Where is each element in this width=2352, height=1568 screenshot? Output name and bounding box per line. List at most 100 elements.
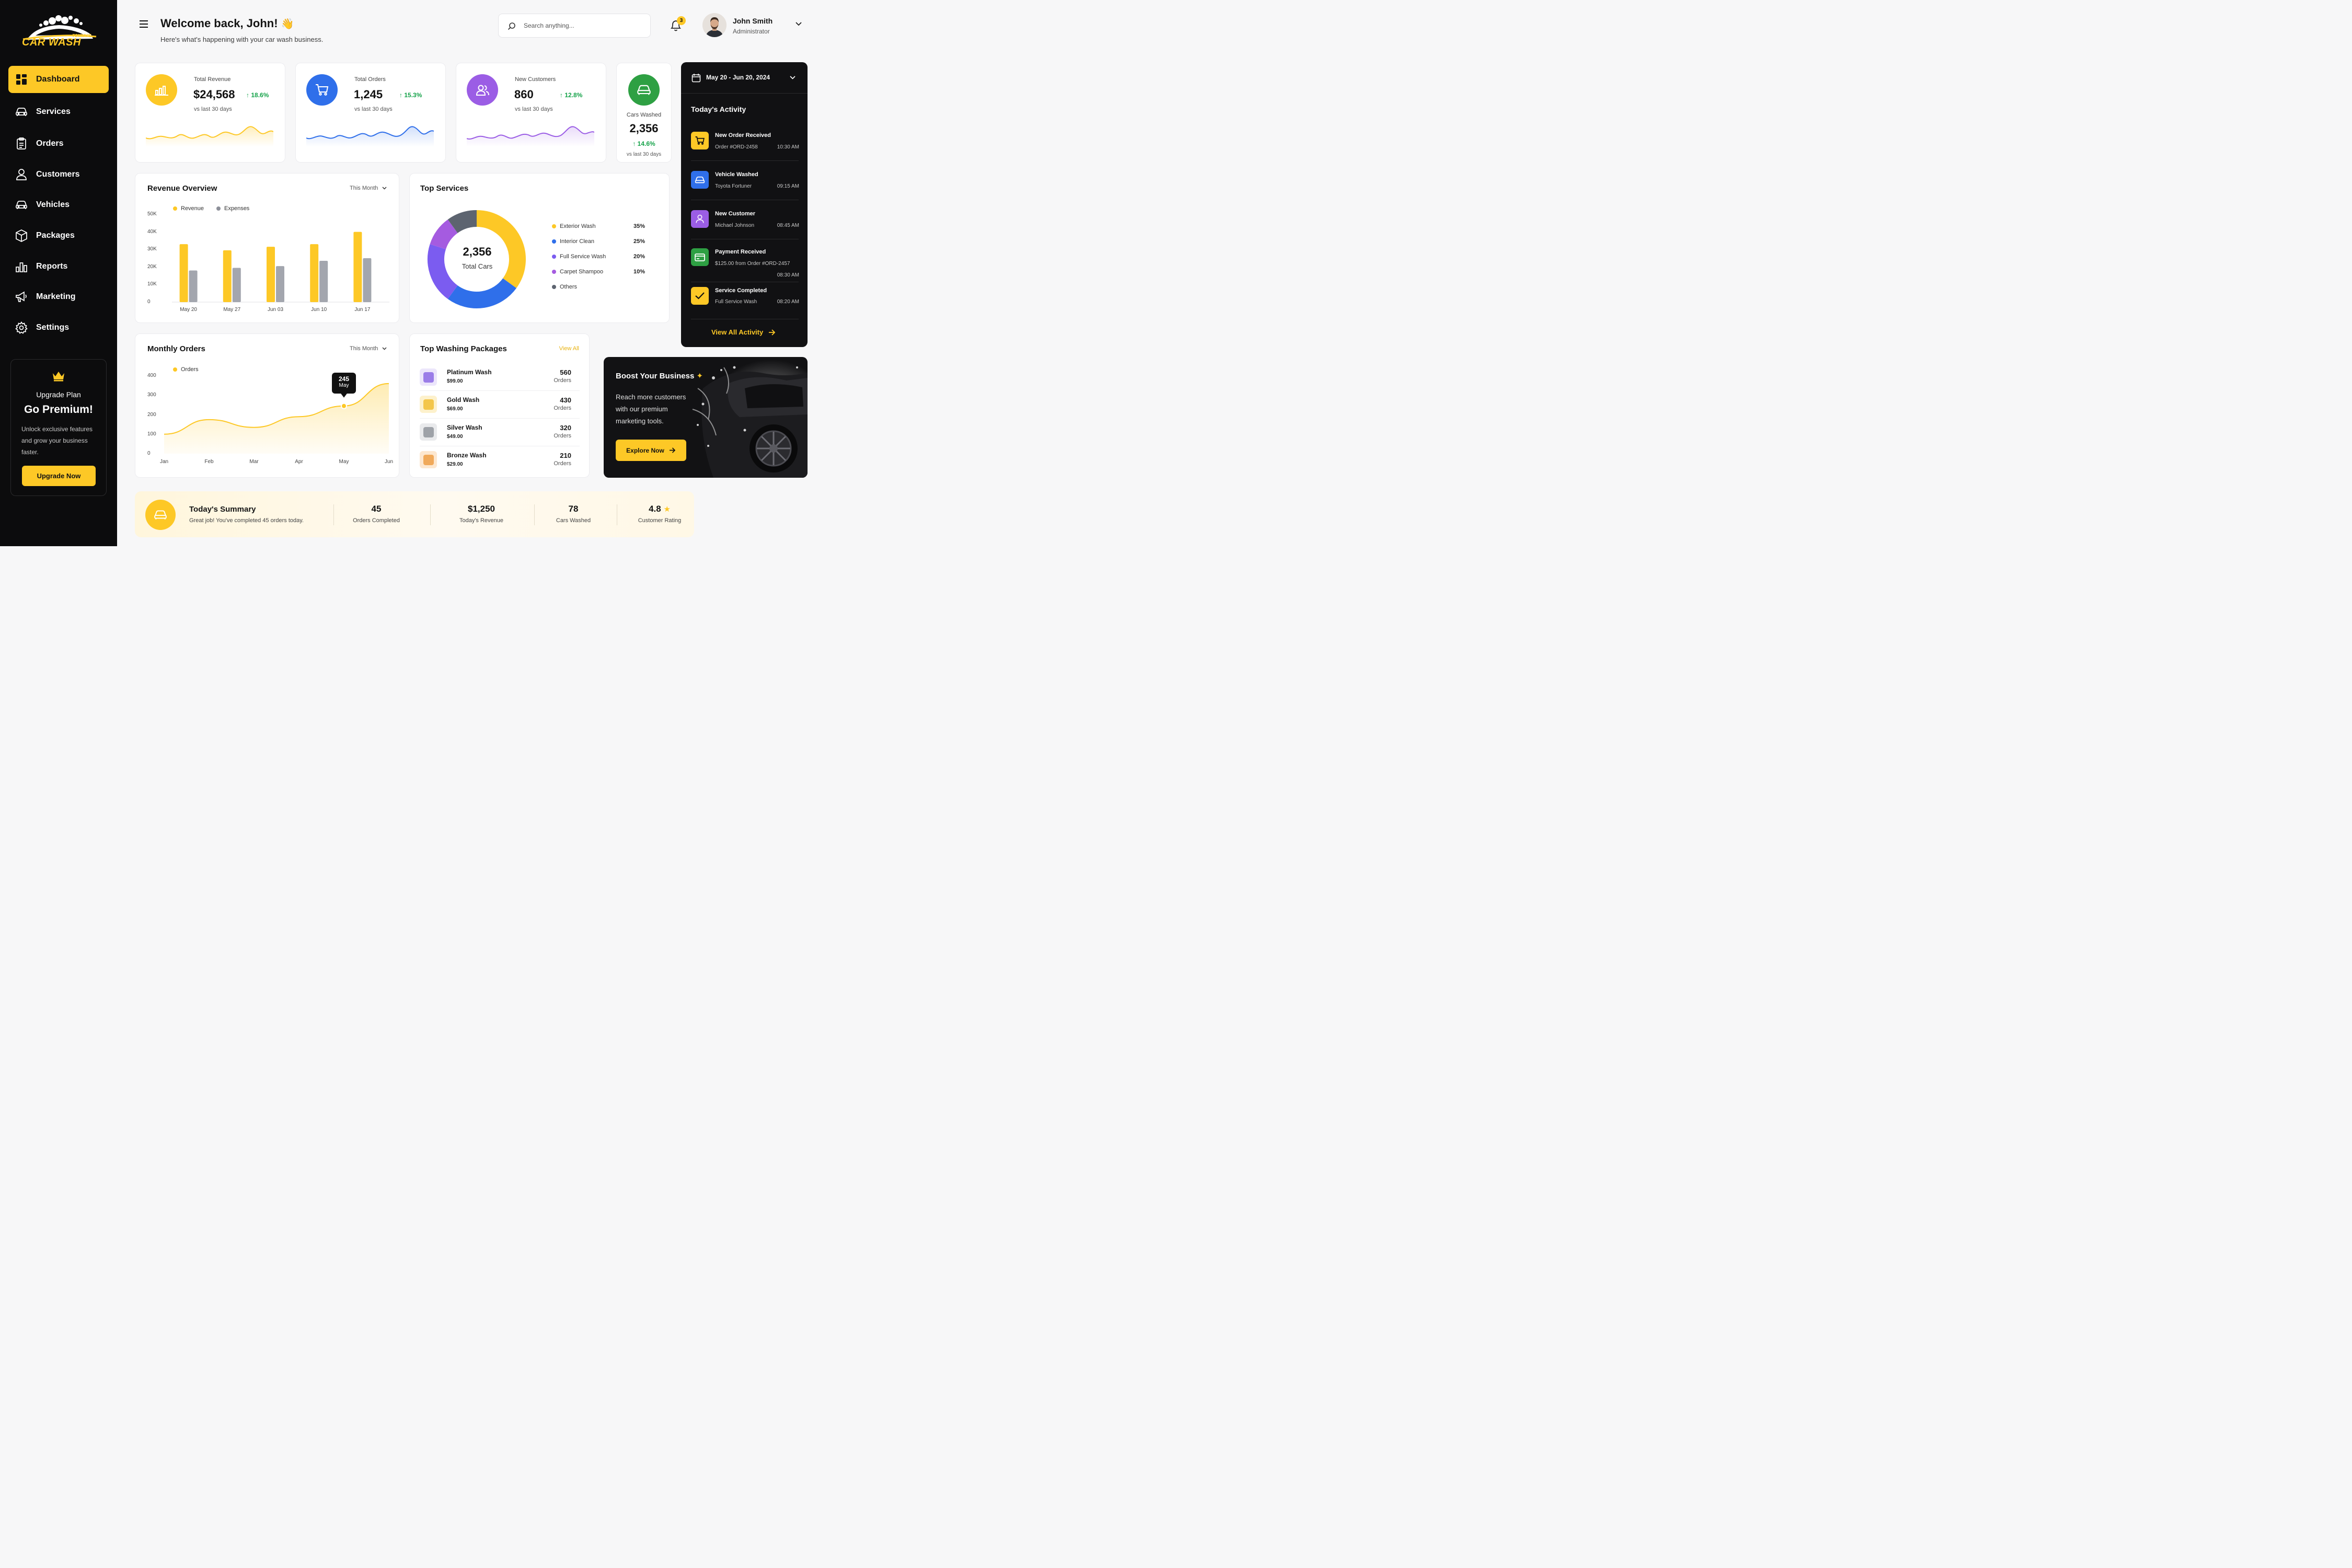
x-tick-label: May 27 <box>223 307 241 313</box>
date-range-picker[interactable]: May 20 - Jun 20, 2024 <box>681 62 808 94</box>
activity-item-time: 09:15 AM <box>777 183 799 189</box>
activity-item-time: 08:45 AM <box>777 223 799 228</box>
kpi-card-cars-washed: Cars Washed 2,356 ↑ 14.6% vs last 30 day… <box>616 63 672 163</box>
sidebar-item-customers[interactable]: Customers <box>8 161 109 188</box>
divider <box>420 390 580 391</box>
package-name: Silver Wash <box>447 424 482 431</box>
services-donut-chart <box>428 210 526 308</box>
package-icon <box>420 368 437 386</box>
x-tick-label: Apr <box>295 459 303 465</box>
y-tick-label: 400 <box>147 373 156 378</box>
card-title: Monthly Orders <box>147 344 205 353</box>
sidebar-item-reports[interactable]: Reports <box>8 253 109 280</box>
monthly-orders-card: Monthly Orders This Month Orders 245 May… <box>135 333 399 478</box>
legend-label: Carpet Shampoo <box>560 269 604 275</box>
revenue-sparkline <box>146 126 273 147</box>
bar-revenue <box>179 244 188 302</box>
search-box[interactable] <box>498 14 651 38</box>
view-all-link[interactable]: View All <box>559 345 579 352</box>
explore-now-button[interactable]: Explore Now <box>616 440 686 461</box>
gear-icon <box>15 321 28 335</box>
sidebar-item-label: Marketing <box>36 292 76 301</box>
kpi-label: Total Orders <box>354 76 386 83</box>
card-icon <box>691 248 709 266</box>
package-count: 560 <box>560 368 571 376</box>
sidebar-item-settings[interactable]: Settings <box>8 314 109 341</box>
bar-expenses <box>189 270 198 302</box>
user-name[interactable]: John Smith <box>733 17 773 25</box>
legend-percent: 35% <box>633 223 645 229</box>
bar-expenses <box>319 261 328 302</box>
user-icon <box>691 210 709 228</box>
sidebar-item-dashboard[interactable]: Dashboard <box>8 66 109 93</box>
menu-icon[interactable] <box>139 20 148 28</box>
x-tick-label: Jun <box>384 459 394 465</box>
package-price: $29.00 <box>447 462 463 467</box>
avatar[interactable] <box>702 13 727 37</box>
car-icon <box>691 171 709 189</box>
kpi-subtext: vs last 30 days <box>354 106 393 112</box>
kpi-change: ↑ 18.6% <box>246 91 269 99</box>
sidebar-item-packages[interactable]: Packages <box>8 222 109 249</box>
package-name: Gold Wash <box>447 396 480 403</box>
legend-expenses: Expenses <box>216 205 249 212</box>
legend-percent: 10% <box>633 269 645 275</box>
search-input[interactable] <box>524 20 644 31</box>
sidebar-item-label: Services <box>36 107 71 116</box>
upgrade-promo-card: Upgrade Plan Go Premium! Unlock exclusiv… <box>10 359 107 496</box>
chevron-down-icon <box>790 76 795 79</box>
y-tick-label: 20K <box>147 263 157 270</box>
x-tick-label: Mar <box>249 459 259 465</box>
bar-chart-icon <box>15 260 28 273</box>
bar-revenue <box>353 232 362 302</box>
legend-item: Exterior Wash <box>552 223 596 229</box>
activity-item-title: Payment Received <box>715 249 766 255</box>
bar-chart-icon <box>146 74 177 106</box>
sparkle-icon: ✦ <box>696 372 704 381</box>
orders-area-chart <box>164 383 389 454</box>
upgrade-now-button[interactable]: Upgrade Now <box>22 466 96 486</box>
car-wash-logo[interactable] <box>20 14 98 54</box>
x-tick-label: Jan <box>159 459 169 465</box>
sidebar-item-label: Orders <box>36 139 64 148</box>
sidebar-item-vehicles[interactable]: Vehicles <box>8 191 109 218</box>
sidebar-item-marketing[interactable]: Marketing <box>8 283 109 310</box>
kpi-change: ↑ 14.6% <box>632 140 655 147</box>
legend-label: Exterior Wash <box>560 223 596 229</box>
tooltip-value: 245 <box>338 375 350 383</box>
sidebar-item-services[interactable]: Services <box>8 98 109 125</box>
bar-expenses <box>363 258 372 302</box>
package-count: 210 <box>560 452 571 459</box>
legend-dot <box>552 285 556 289</box>
view-all-activity-link[interactable]: View All Activity <box>711 328 776 336</box>
sidebar-item-orders[interactable]: Orders <box>8 130 109 157</box>
package-name: Bronze Wash <box>447 452 487 459</box>
activity-item-title: Vehicle Washed <box>715 171 758 178</box>
y-tick-label: 40K <box>147 228 157 235</box>
package-unit: Orders <box>554 460 571 467</box>
star-icon: ★ <box>663 505 671 514</box>
users-icon <box>467 74 498 106</box>
car-icon <box>15 105 28 119</box>
divider <box>333 504 334 525</box>
package-name: Platinum Wash <box>447 368 492 376</box>
period-dropdown[interactable]: This Month <box>350 345 387 352</box>
legend-orders: Orders <box>173 366 199 373</box>
activity-item-subtitle: Full Service Wash <box>715 299 757 305</box>
period-dropdown[interactable]: This Month <box>350 185 387 191</box>
user-icon <box>15 168 28 181</box>
revenue-bar-chart <box>172 232 389 303</box>
legend-item: Carpet Shampoo <box>552 269 603 275</box>
notification-badge: 3 <box>677 16 686 25</box>
chevron-down-icon[interactable] <box>795 22 802 26</box>
car-splash-image <box>692 360 808 478</box>
activity-item-title: Service Completed <box>715 287 767 294</box>
search-icon <box>508 22 515 30</box>
y-tick-label: 30K <box>147 246 157 252</box>
bell-icon[interactable] <box>670 19 682 32</box>
sidebar-item-label: Reports <box>36 262 68 271</box>
bar-expenses <box>276 266 284 302</box>
kpi-subtext: vs last 30 days <box>194 106 232 112</box>
megaphone-icon <box>15 290 28 304</box>
customers-sparkline <box>467 126 594 147</box>
